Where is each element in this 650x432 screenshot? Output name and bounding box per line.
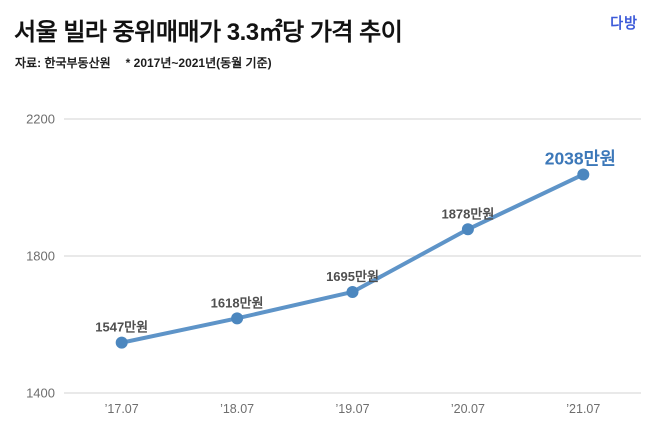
point-label: 1618만원	[211, 295, 264, 310]
point-label: 1695만원	[326, 269, 379, 284]
y-tick-label: 1400	[26, 386, 55, 401]
period-note: * 2017년~2021년(동월 기준)	[125, 56, 272, 70]
data-point	[577, 168, 590, 181]
y-tick-label: 2200	[26, 112, 55, 127]
y-tick-label: 1800	[26, 249, 55, 264]
dabang-logo: 다방	[610, 15, 638, 33]
x-tick-label: ’21.07	[566, 402, 600, 416]
highlight-point-label: 2038만원	[545, 148, 616, 168]
point-label: 1878만원	[441, 206, 494, 221]
data-point	[346, 285, 359, 298]
data-point	[115, 336, 128, 349]
chart-source-note: 자료: 한국부동산원 * 2017년~2021년(동월 기준)	[15, 54, 272, 71]
point-label: 1547만원	[95, 320, 148, 335]
series-line	[119, 172, 586, 345]
x-tick-label: ’20.07	[451, 402, 485, 416]
x-tick-label: ’18.07	[220, 402, 254, 416]
x-tick-label: ’17.07	[105, 402, 139, 416]
source-label: 자료: 한국부동산원	[15, 56, 111, 70]
data-point	[461, 223, 474, 236]
x-tick-label: ’19.07	[335, 402, 369, 416]
page-title: 서울 빌라 중위매매가 3.3㎡당 가격 추이	[14, 19, 403, 46]
data-point	[231, 312, 244, 325]
